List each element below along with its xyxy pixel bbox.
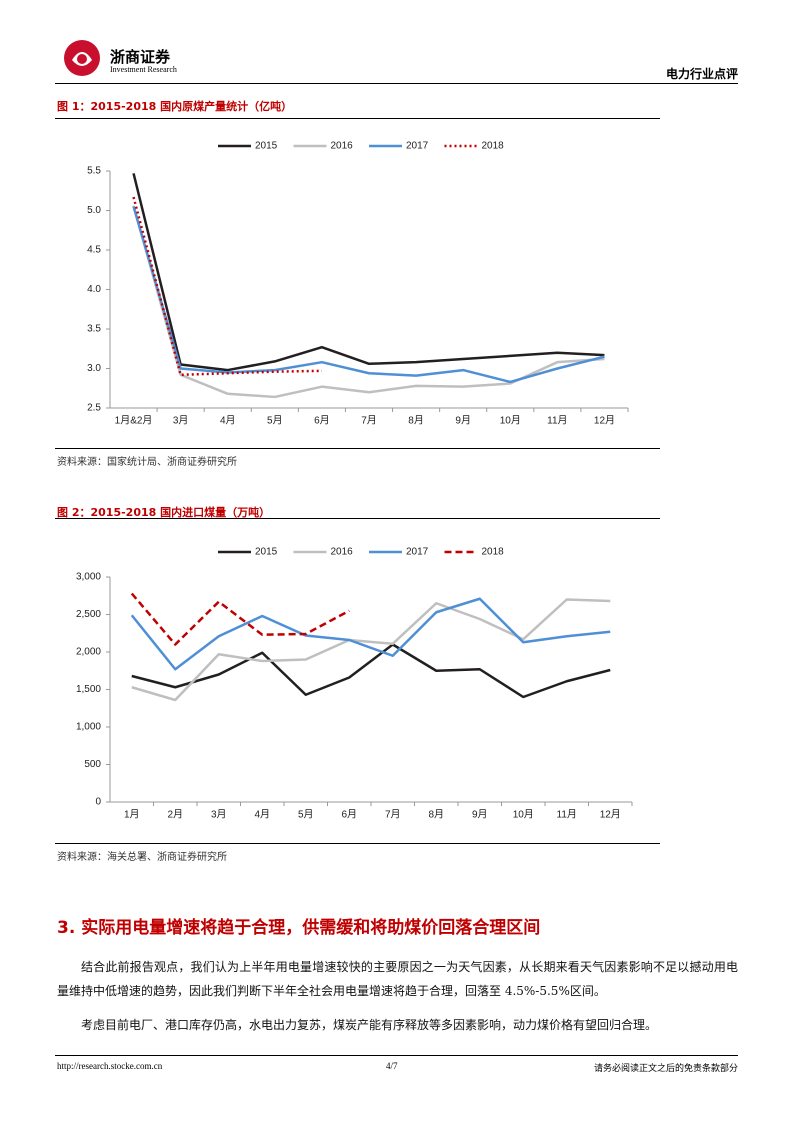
disclaimer: 请务必阅读正文之后的免责条款部分 <box>593 1064 738 1074</box>
x-tick-label: 10月 <box>513 809 534 821</box>
rule <box>55 118 660 119</box>
y-tick-label: 500 <box>84 759 101 770</box>
source: 资料来源：海关总署、浙商证券研究所 <box>57 852 227 863</box>
x-tick-label: 7月 <box>385 809 401 821</box>
x-tick-label: 11月 <box>557 809 577 821</box>
y-tick-label: 3.0 <box>87 363 101 374</box>
x-tick-label: 3月 <box>211 809 227 821</box>
x-tick-label: 5月 <box>298 809 314 821</box>
x-tick-label: 12月 <box>600 809 621 821</box>
x-tick-label: 8月 <box>408 415 424 427</box>
footer-rule <box>55 1055 738 1056</box>
source: 资料来源：国家统计局、浙商证券研究所 <box>57 457 237 468</box>
line-series <box>132 206 605 384</box>
chart: 0 500 1,000 1,500 2,000 2,500 3,000 1月 2月 3月 4月 5月 6… <box>76 547 633 821</box>
rule <box>55 843 660 844</box>
section-heading: 3. 实际用电量增速将趋于合理，供需缓和将助煤价回落合理区间 <box>57 918 541 938</box>
line-series <box>132 173 605 372</box>
line-series <box>130 597 611 671</box>
legend-label: 2018 <box>482 547 505 558</box>
line-series <box>131 643 611 699</box>
line-series <box>131 598 611 702</box>
x-tick-label: 5月 <box>267 415 283 427</box>
legend-label: 2018 <box>482 141 505 152</box>
x-tick-label: 6月 <box>314 415 330 427</box>
x-tick-label: 9月 <box>455 415 471 427</box>
y-tick-label: 5.5 <box>87 166 101 177</box>
paragraph: 考虑目前电厂、港口库存仍高，水电出力复苏，煤炭产能有序释放等多因素影响，动力煤价… <box>81 1018 658 1032</box>
section-label: 电力行业点评 <box>665 67 738 81</box>
line-series <box>130 592 350 646</box>
x-tick-label: 1月&2月 <box>115 415 153 427</box>
paragraph: 结合此前报告观点，我们认为上半年用电量增速较快的主要原因之一为天气因素，从长期来… <box>57 960 738 998</box>
x-tick-label: 4月 <box>220 415 236 427</box>
y-tick-label: 2,000 <box>76 647 101 658</box>
x-tick-label: 9月 <box>472 809 488 821</box>
logo-en: Investment Research <box>110 65 177 74</box>
y-tick-label: 4.5 <box>87 245 101 256</box>
x-tick-label: 12月 <box>594 415 615 427</box>
x-tick-label: 3月 <box>173 415 189 427</box>
page-number: 4/7 <box>386 1061 398 1071</box>
line-series <box>132 196 322 377</box>
y-tick-label: 2.5 <box>87 403 101 414</box>
y-tick-label: 3,000 <box>76 572 101 583</box>
header-rule <box>55 83 738 84</box>
x-tick-label: 4月 <box>254 809 270 821</box>
x-tick-label: 11月 <box>547 415 567 427</box>
legend-label: 2016 <box>331 547 354 558</box>
x-tick-label: 7月 <box>361 415 377 427</box>
x-tick-label: 2月 <box>167 809 183 821</box>
x-tick-label: 1月 <box>124 809 140 821</box>
y-tick-label: 5.0 <box>87 205 101 216</box>
y-tick-label: 2,500 <box>76 609 101 620</box>
legend-label: 2017 <box>406 547 429 558</box>
legend-label: 2015 <box>255 547 278 558</box>
x-tick-label: 6月 <box>341 809 357 821</box>
y-tick-label: 1,500 <box>76 684 101 695</box>
logo-icon <box>64 40 100 76</box>
chart-title: 图 2：2015-2018 国内进口煤量（万吨） <box>57 506 271 519</box>
chart-title: 图 1：2015-2018 国内原煤产量统计（亿吨） <box>57 100 293 113</box>
y-tick-label: 4.0 <box>87 284 101 295</box>
x-tick-label: 10月 <box>500 415 521 427</box>
legend-label: 2017 <box>406 141 429 152</box>
y-tick-label: 0 <box>95 797 101 808</box>
legend-label: 2015 <box>255 141 278 152</box>
y-tick-label: 1,000 <box>76 722 101 733</box>
x-tick-label: 8月 <box>428 809 444 821</box>
rule <box>55 448 660 449</box>
chart: 2.5 3.0 3.5 4.0 4.5 5.0 5.5 1月&2月 3月 4月 5月 6月 7月 8月 9月… <box>87 141 629 427</box>
footer-url: http://research.stocke.com.cn <box>57 1061 163 1071</box>
logo-cn: 浙商证券 <box>110 48 171 66</box>
y-tick-label: 3.5 <box>87 324 101 335</box>
legend-label: 2016 <box>331 141 354 152</box>
rule <box>55 518 660 519</box>
